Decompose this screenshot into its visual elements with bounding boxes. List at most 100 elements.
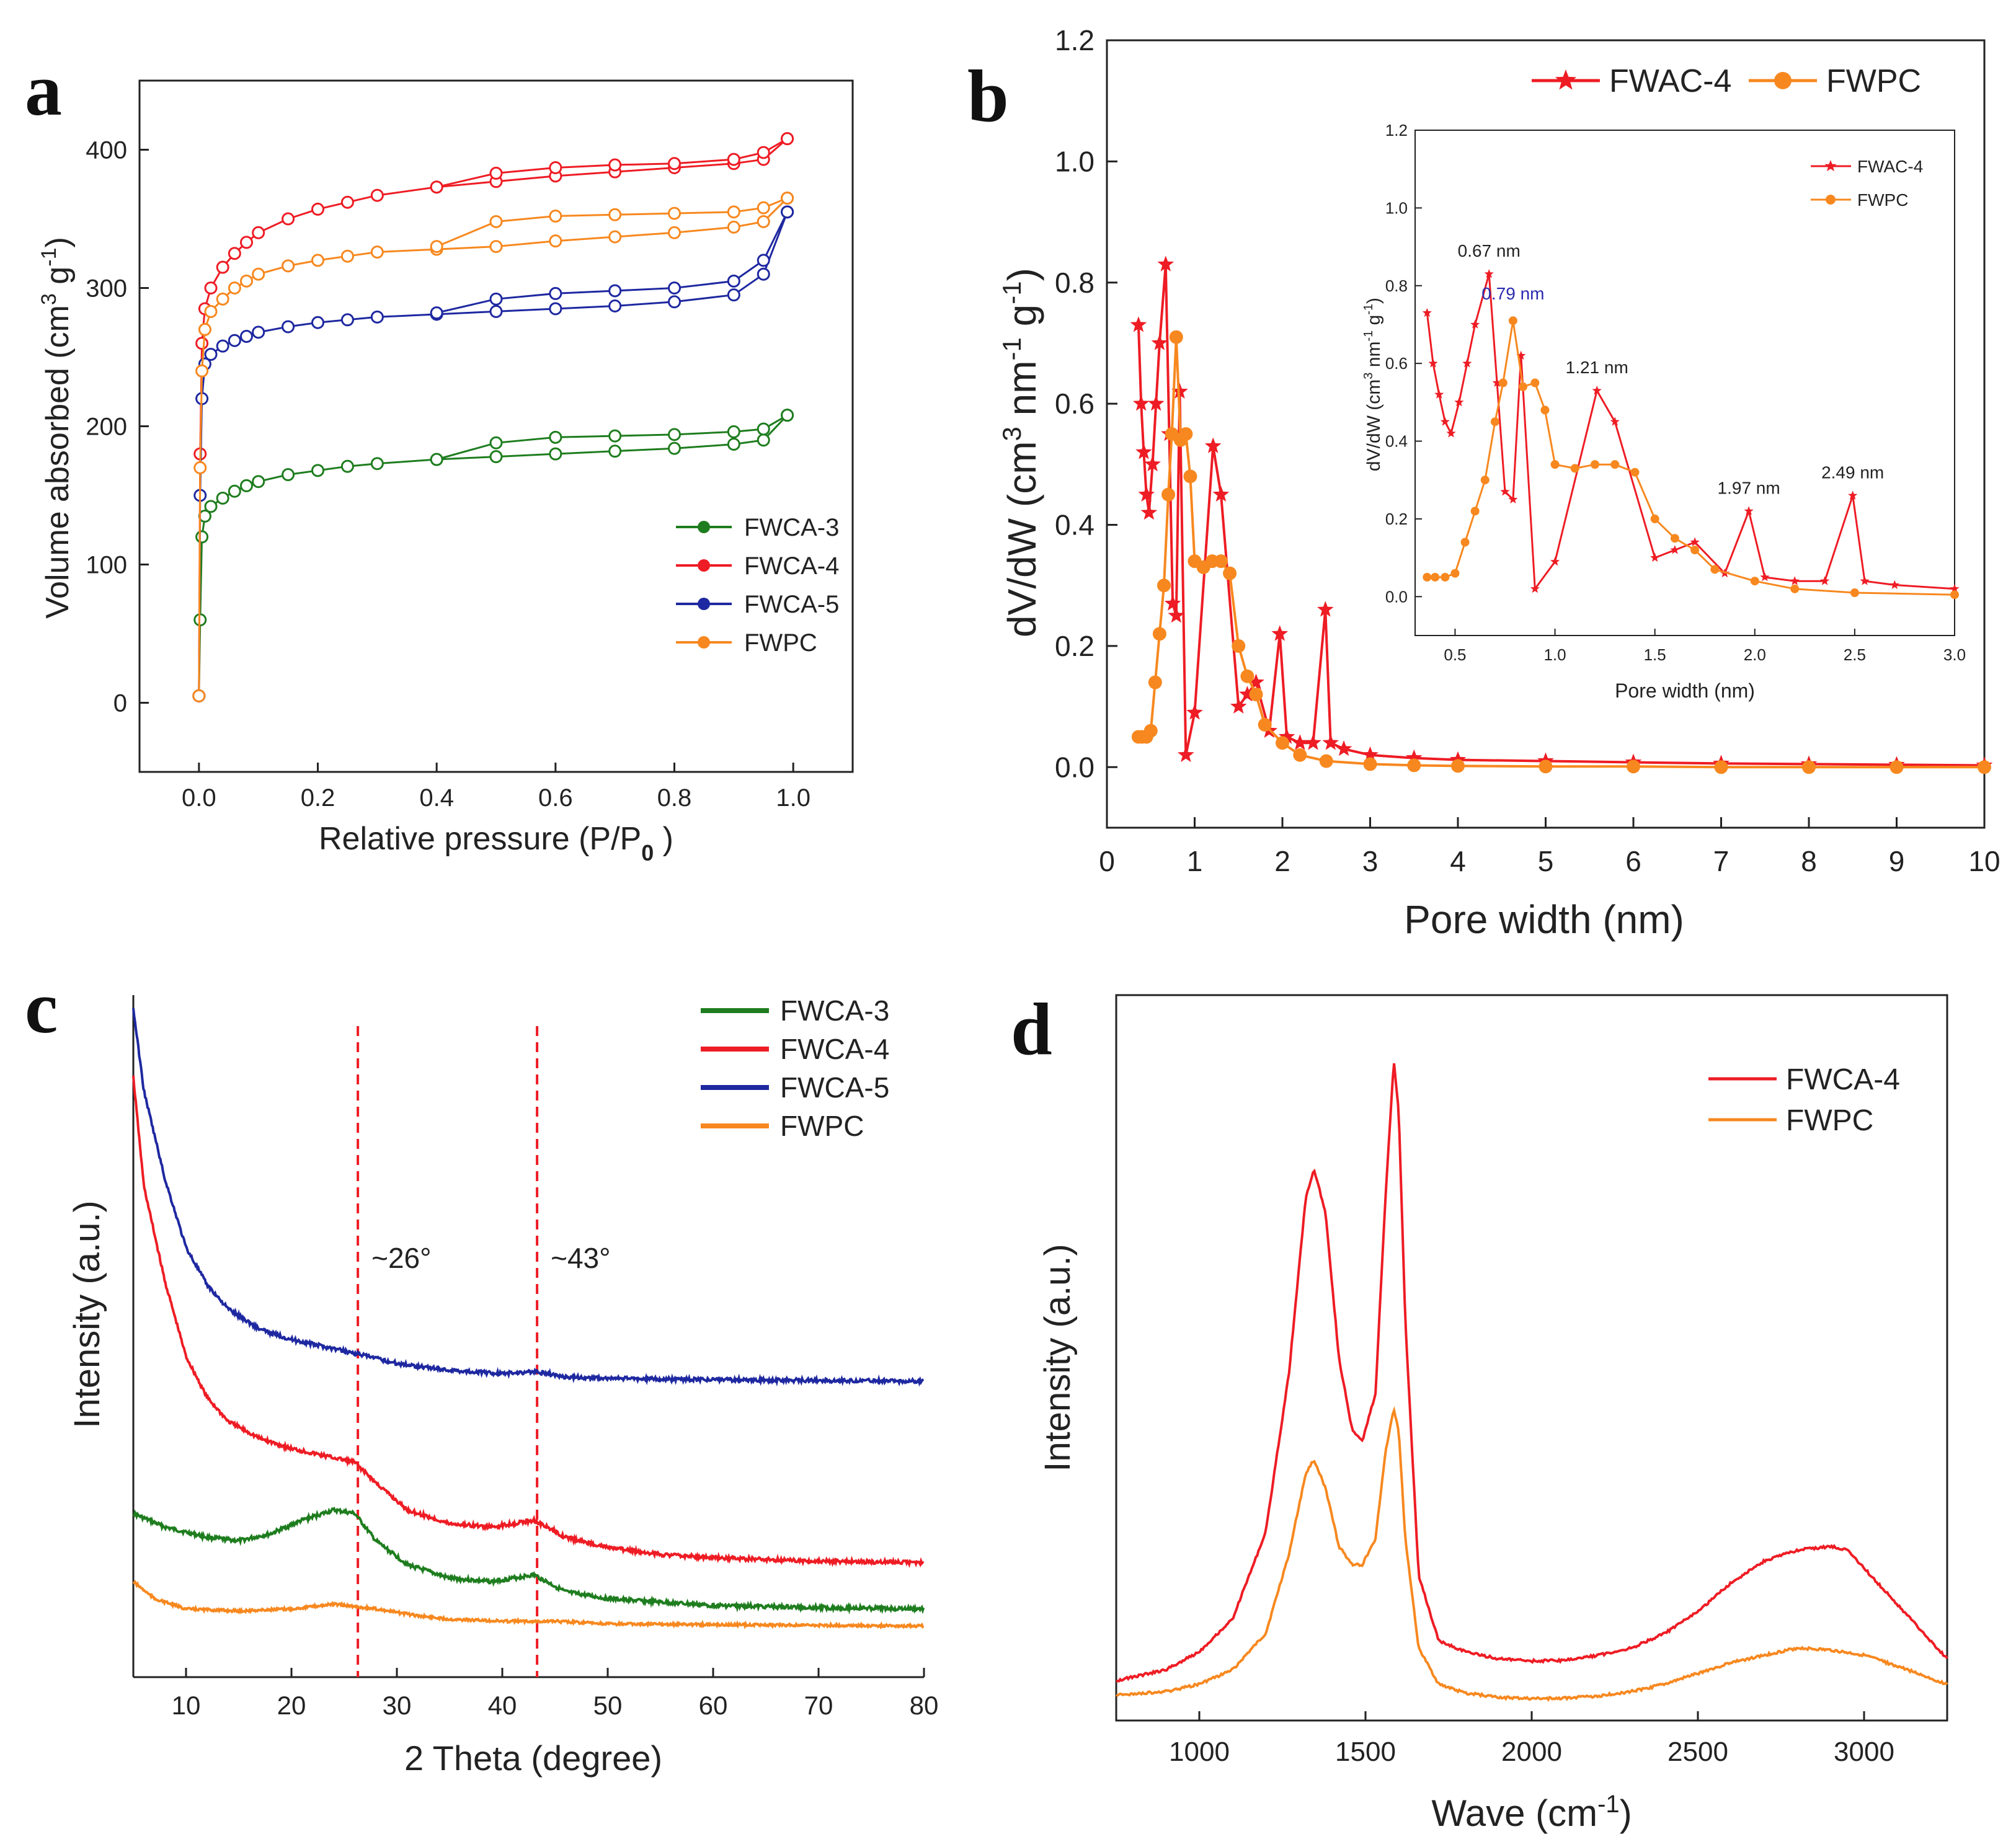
a-point [549,286,562,300]
b-xtick-label: 1 [1187,845,1203,877]
inset-circle-point [1441,572,1450,582]
inset-star-point [1470,319,1480,329]
b-ytick-label: 0.0 [1055,751,1095,783]
inset-ylabel: dV/dW (cm3 nm-1 g-1) [1362,298,1384,471]
a-point [370,457,384,471]
a-xtick-label: 0.6 [538,784,573,812]
inset-circle-point [1570,464,1579,473]
inset-star-point [1492,378,1502,387]
b-star-point [1140,504,1158,520]
b-circle-point [1363,757,1377,771]
inset-ytick-label: 0.6 [1385,354,1408,373]
c-xtick-label: 60 [699,1691,728,1720]
a-point [216,260,229,274]
d-xtick-label: 1500 [1335,1737,1396,1767]
a-point [781,409,794,422]
panel-b-inset: 0.5 1.0 1.5 2.0 2.5 3.00.00.20.40.60.81.01.2 … [1362,121,1966,702]
a-point [757,146,770,159]
inset-ytick-label: 1.2 [1385,121,1408,140]
a-point [193,461,207,474]
inset-circle-point [1610,460,1620,469]
inset-ytick-label: 0.4 [1385,432,1408,451]
panel-a-letter: a [25,48,62,131]
a-ytick-label: 0 [113,690,127,717]
b-circle-point [1293,748,1307,762]
a-xtick-label: 0.4 [419,784,454,812]
a-point [252,326,265,339]
d-xtick-label: 1000 [1169,1737,1230,1767]
b-ytick-label: 0.6 [1055,388,1095,420]
panel-b-chart: 0 1 2 3 4 5 6 7 8 9 10 0.0 0.2 0.4 0.6 0.8 1.0 1.2 Pore w… [997,24,2000,942]
b-star-point [1132,395,1150,411]
a-legend-label: FWPC [744,629,817,657]
b-xtick-label: 9 [1889,845,1905,877]
inset-star-point [1819,576,1830,585]
inset-star-point [1760,572,1770,582]
a-point [370,188,384,202]
a-point [757,201,770,215]
a-xtick-label: 0.0 [182,784,216,812]
panel-d-chart: 1000 1500 2000 2500 3000 Wave (cm-1) Intensi… [1037,994,1948,1834]
a-point [195,530,209,544]
panel-c-chart: 10 20 30 40 50 60 70 80 ~26° ~43° 2 Theta (degre… [67,994,938,1778]
a-xtick-label: 1.0 [776,784,810,812]
a-point [370,246,384,259]
inset-circle-point [1423,572,1432,582]
inset-star-point [1610,417,1620,426]
a-point [727,437,740,451]
b-xtick-label: 3 [1362,845,1379,877]
b-star-point [1230,698,1247,714]
b-series-line [1138,337,1984,769]
inset-circle-point [1670,534,1679,543]
a-point [668,157,681,171]
b-legend-label: FWPC [1826,63,1921,99]
b-ytick-label: 0.4 [1055,509,1095,541]
a-point [430,306,443,320]
a-point [204,304,218,318]
a-point [727,288,740,302]
inset-ytick-label: 0.8 [1385,277,1408,295]
b-circle-point [1714,760,1728,774]
inset-star-point [1744,506,1754,515]
a-point [240,274,253,288]
inset-peak-annotation: 0.67 nm [1458,241,1521,260]
b-star-point [1305,734,1321,750]
a-point [727,274,740,288]
inset-circle-point [1950,590,1959,600]
inset-circle-point [1790,584,1800,593]
a-point [216,339,229,353]
a-ytick-label: 100 [86,552,127,579]
d-legend-label: FWPC [1786,1104,1873,1137]
a-point [282,212,295,226]
a-point [195,337,209,350]
a-point [727,205,740,219]
inset-star-point [1848,490,1858,500]
b-star-point [1204,437,1222,453]
inset-peak-annotation: 1.21 nm [1566,358,1628,377]
a-point [198,322,211,336]
b-circle-point [1802,760,1816,774]
a-point [781,132,794,146]
a-point [228,484,241,498]
a-point [228,281,241,295]
a-point [240,479,253,492]
inset-star-point [1434,389,1444,399]
inset-legend-label: FWAC-4 [1857,157,1923,176]
b-circle-point [1169,330,1183,344]
b-star-point [1405,749,1423,765]
b-circle-point [1451,759,1465,773]
a-point [195,364,209,378]
b-circle-point [1179,427,1193,441]
inset-star-point [1500,487,1510,496]
a-point [204,348,218,361]
a-point [252,475,265,489]
a-point [549,302,562,316]
inset-xtick-label: 0.5 [1444,645,1466,664]
a-legend-marker [698,521,710,533]
a-point [668,226,681,239]
a-point [757,215,770,228]
inset-circle-point [1630,467,1640,477]
b-circle-point [1319,754,1333,768]
panel-a-xlabel: Relative pressure (P/P0 ) [319,821,673,866]
inset-circle-point [1470,507,1480,516]
